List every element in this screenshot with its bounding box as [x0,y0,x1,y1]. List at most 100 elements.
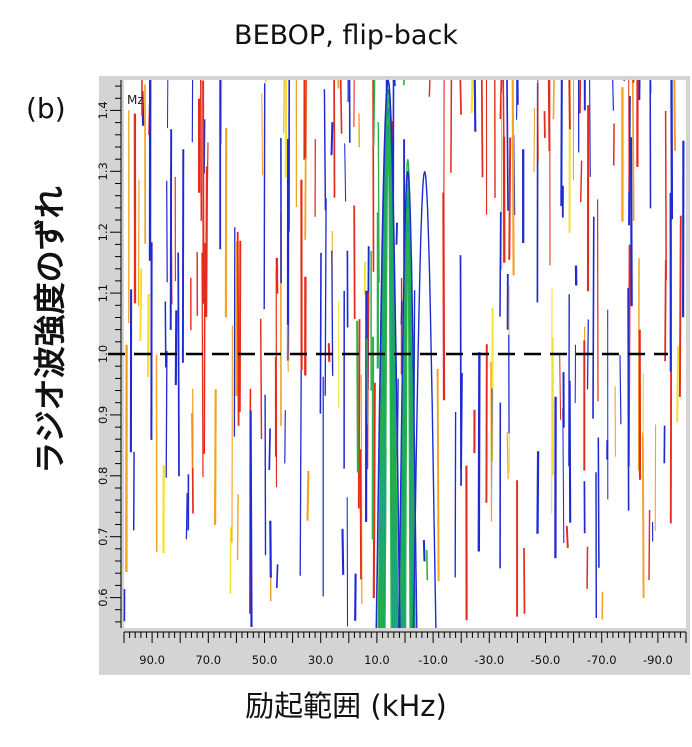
y-axis: 0.6 0.7 0.8 0.9 1.0 1.1 1.2 1.3 1.4 [96,80,122,628]
contour-fragment [269,520,272,578]
y-tick-label: 1.0 [96,345,110,363]
contour-fragment [275,564,279,589]
corner-label: Mz [127,93,144,107]
contour-fragment [506,431,509,480]
contour-lobe [378,88,398,629]
contour-fragment [330,122,334,156]
y-tick-label: 0.6 [96,588,110,606]
contour-fragment [506,79,509,211]
contour-fragment [283,79,285,134]
contour-fragment [627,287,630,511]
contour-fragment [480,79,484,178]
contour-fragment [477,352,481,552]
contour-fragment [139,268,143,341]
contour-lobe [379,98,397,629]
contour-fragment [560,79,563,207]
contour-fragment [299,368,302,576]
contour-fragment [177,252,180,477]
contour-fragment [185,493,188,540]
contour-fragment [238,240,242,413]
contour-fragment [324,198,327,396]
contour-fragment [592,216,595,419]
contour-fragment [344,143,347,202]
y-tick-label: 0.8 [96,467,110,485]
x-tick-label: 10.0 [364,653,390,667]
contour-fragment [393,79,396,87]
contour-fragment [673,79,677,151]
x-tick-label: 90.0 [139,653,165,667]
contour-fragment [164,301,167,368]
x-tick-label: -90.0 [643,653,673,667]
x-tick-label: -50.0 [531,653,561,667]
contour-fragment [631,79,635,222]
contour-fragment [565,526,569,548]
contour-fragment [436,368,440,582]
contour-fragment [490,361,493,522]
contour-fragment [169,129,173,330]
x-tick-label: -10.0 [418,653,448,667]
contour-fragment [623,79,626,82]
x-axis: 90.0 70.0 50.0 30.0 10.0 -10.0 -30.0 -50.0 -70.0… [123,631,687,667]
contour-fragment [442,192,446,401]
contour-fragment [547,79,551,152]
contour-fragment [306,470,310,521]
y-tick-label: 0.7 [96,528,110,546]
contour-fragment [395,222,398,245]
contour-lobe [398,171,418,629]
contour-fragment [450,79,453,173]
contour-fragment [259,318,263,440]
contour-lobe [381,107,396,629]
contour-lines [123,79,685,629]
contour-fragment [459,79,462,115]
contour-fragment [552,79,555,120]
x-tick-label: -70.0 [587,653,617,667]
contour-fragment [641,432,645,599]
contour-fragment [137,179,140,307]
contour-fragment [331,250,334,376]
contour-lobe [384,134,392,629]
contour-fragment [664,110,667,280]
contour-fragment [568,79,571,130]
contour-fragment [619,355,622,425]
contour-fragment [146,293,150,377]
contour-fragment [359,449,362,580]
contour-fragment [470,79,474,114]
contour-fragment [268,428,271,471]
contour-fragment [562,408,565,544]
contour-fragment [377,122,380,283]
contour-fragment [597,437,600,568]
contour-fragment [264,79,267,83]
contour-fragment [428,79,431,97]
contour-fragment [174,310,178,386]
contour-fragment [425,549,429,581]
contour-fragment [629,137,633,307]
contour-fragment [204,166,209,318]
contour-fragment [323,89,327,211]
contour-fragment [166,180,168,283]
contour-fragment [628,96,631,226]
contour-fragment [533,108,536,173]
contour-fragment [523,547,526,614]
x-tick-label: -30.0 [474,653,504,667]
x-axis-label: 励起範囲 (kHz) [245,689,447,723]
contour-fragment [263,83,266,310]
x-tick-label: 70.0 [195,653,221,667]
contour-fragment [400,300,403,325]
contour-fragment [473,79,477,132]
y-tick-label: 1.4 [96,101,110,119]
contour-fragment [499,211,502,317]
contour-fragment [422,540,426,562]
contour-fragment [236,231,240,426]
contour-lobe [404,232,411,629]
panel-label: (b) [26,92,66,125]
contour-fragment [676,346,680,423]
contour-fragment [537,79,539,162]
contour-fragment [201,252,204,478]
contour-fragment [327,343,331,362]
contour-fragment [372,382,376,599]
contour-fragment [287,324,289,372]
contour-fragment [203,243,206,454]
contour-fragment [339,79,343,134]
contour-fragment [612,79,614,111]
x-tick-label: 50.0 [252,653,278,667]
